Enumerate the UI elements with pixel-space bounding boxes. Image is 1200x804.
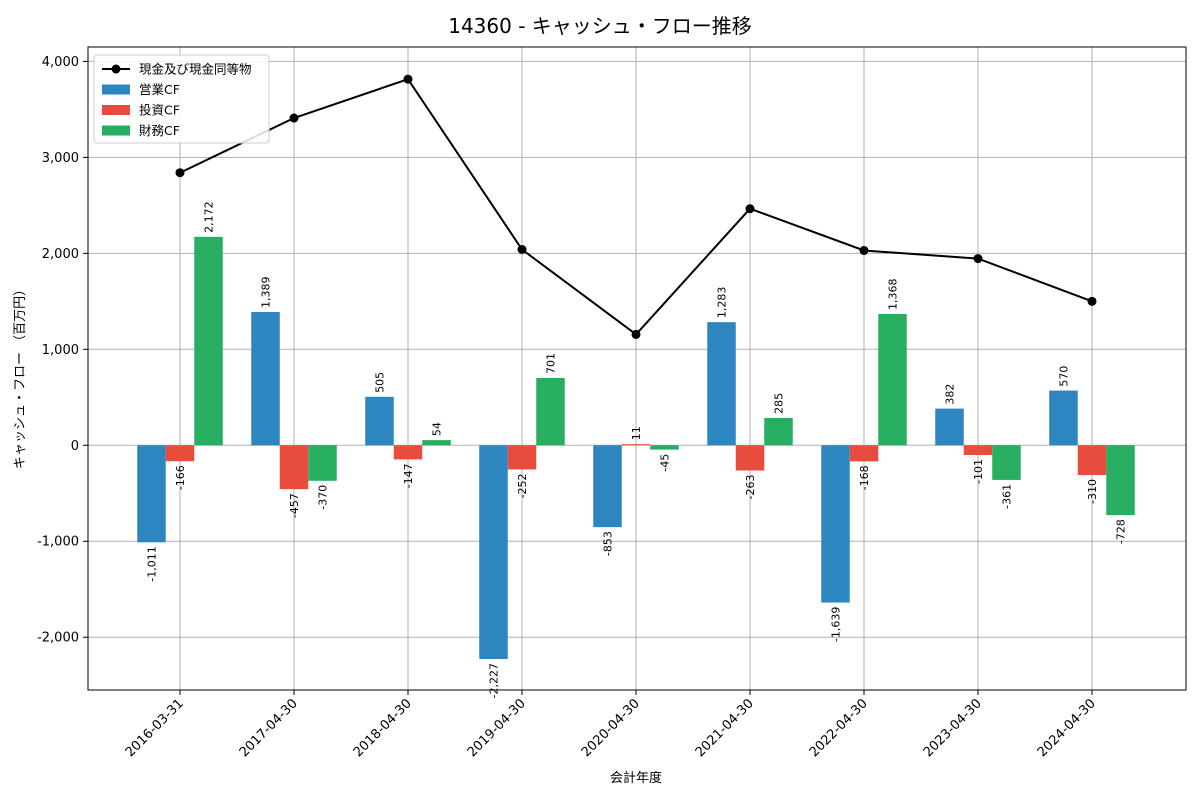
x-tick-label: 2024-04-30: [1035, 696, 1099, 760]
bar: [536, 378, 565, 446]
bar-value-label: 1,389: [260, 276, 273, 308]
bar: [365, 396, 394, 446]
y-tick-label: 0: [71, 439, 79, 454]
bar: [137, 445, 166, 543]
bar-value-label: -101: [972, 459, 985, 484]
bar-value-label: 1,283: [716, 287, 729, 319]
bars-layer: [137, 236, 1135, 660]
bar-value-label: -1,639: [830, 607, 843, 642]
y-tick-label: 3,000: [42, 151, 79, 166]
legend-bar-swatch: [102, 84, 130, 95]
bar: [422, 440, 451, 446]
legend-label: 財務CF: [139, 123, 180, 138]
bar: [165, 445, 195, 462]
cash-point: [403, 74, 413, 84]
bar: [393, 445, 423, 460]
bar: [992, 445, 1021, 480]
y-axis-label: キャッシュ・フロー （百万円）: [13, 283, 28, 469]
bar-value-label: -728: [1115, 519, 1128, 544]
bar: [735, 445, 765, 471]
chart-title: 14360 - キャッシュ・フロー推移: [448, 14, 752, 38]
bar: [821, 445, 850, 603]
cash-point: [517, 244, 527, 254]
bar: [1049, 390, 1078, 446]
bar: [1106, 445, 1135, 516]
legend-label: 営業CF: [139, 82, 180, 97]
x-tick-label: 2019-04-30: [465, 696, 529, 760]
y-tick-label: 4,000: [42, 55, 79, 70]
x-tick-label: 2022-04-30: [807, 696, 871, 760]
bar: [935, 408, 964, 446]
x-axis-label: 会計年度: [610, 770, 662, 786]
bar: [507, 445, 537, 470]
bar-value-label: 570: [1058, 366, 1071, 387]
bar: [479, 445, 508, 660]
cash-point: [859, 245, 869, 255]
cash-point: [745, 204, 755, 214]
cash-point: [289, 113, 299, 123]
bar: [878, 313, 907, 446]
bar: [1077, 445, 1107, 476]
bar: [279, 445, 309, 490]
y-tick-label: 2,000: [42, 247, 79, 262]
bar: [849, 445, 879, 462]
cash-point: [1087, 296, 1097, 306]
bar-value-label: -310: [1086, 479, 1099, 504]
plot-frame: [87, 46, 1187, 691]
bar-value-label: -457: [288, 493, 301, 518]
bar-value-label: -147: [402, 463, 415, 488]
bar-value-label: -1,011: [146, 546, 159, 581]
bar: [194, 236, 223, 446]
bar-value-label: 2,172: [203, 201, 216, 233]
legend-label: 現金及び現金同等物: [139, 62, 252, 77]
bar: [593, 445, 622, 528]
bar: [963, 445, 993, 455]
legend-box: [93, 54, 270, 144]
bar-value-label: 285: [773, 393, 786, 414]
bar: [308, 445, 337, 481]
bar-value-label: 11: [630, 426, 643, 440]
cash-point: [973, 254, 983, 264]
cash-point: [631, 329, 641, 339]
bar-value-label: -166: [174, 465, 187, 490]
y-tick-label: 1,000: [42, 343, 79, 358]
x-tick-label: 2017-04-30: [237, 696, 301, 760]
bar-value-label: -2,227: [488, 663, 501, 698]
bar-value-label: -263: [744, 475, 757, 500]
grid-layer: [88, 47, 1186, 690]
bar: [621, 444, 651, 446]
bar-value-label: -168: [858, 465, 871, 490]
x-tick-label: 2018-04-30: [351, 696, 415, 760]
bar: [707, 322, 736, 446]
x-tick-label: 2016-03-31: [123, 696, 187, 760]
bar-value-label: -252: [516, 473, 529, 498]
x-tick-label: 2021-04-30: [693, 696, 757, 760]
y-tick-label: -2,000: [37, 631, 79, 646]
bar-value-label: 1,368: [887, 278, 900, 310]
bar-value-label: 382: [944, 384, 957, 405]
bar-value-label: -370: [317, 485, 330, 510]
bar: [764, 417, 793, 446]
legend-bar-swatch: [102, 125, 130, 136]
legend-marker: [111, 64, 121, 74]
bar-value-label: 505: [374, 372, 387, 393]
y-tick-label: -1,000: [37, 535, 79, 550]
bar-value-label: -853: [602, 531, 615, 556]
x-tick-label: 2020-04-30: [579, 696, 643, 760]
bar-value-label: 54: [431, 422, 444, 436]
cash-point: [175, 168, 185, 178]
bar-value-label: -361: [1001, 484, 1014, 509]
labels-layer: -1,011 1,389 505 -2,227 -853 1,283 -1,639 382 57…: [146, 201, 1128, 698]
x-tick-label: 2023-04-30: [921, 696, 985, 760]
line-layer: [175, 74, 1097, 339]
bar: [251, 311, 280, 446]
bar: [650, 445, 679, 450]
legend-bar-swatch: [102, 105, 130, 115]
bar-value-label: 701: [545, 353, 558, 374]
legend-label: 投資CF: [139, 103, 180, 118]
bar-value-label: -45: [659, 454, 672, 472]
